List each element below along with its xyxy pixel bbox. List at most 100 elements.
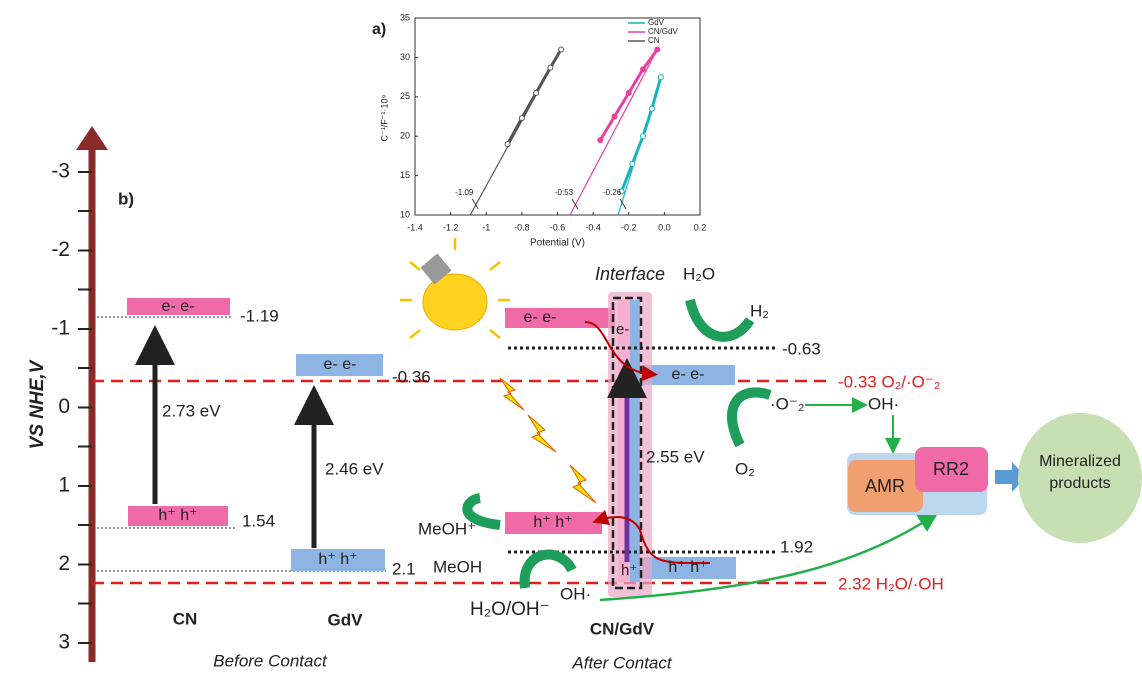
data-point [657,74,664,81]
diagram-text: e- e- [162,298,195,315]
band-box [505,512,602,534]
axis-tick-label: 0 [58,395,70,418]
band-box [128,506,228,526]
x-tick-label: 0.2 [694,222,707,232]
diagram-text: h⁺ h⁺ [158,507,197,524]
diagram-text: 2.1 [392,559,416,578]
diagram-text: Mineralized [1039,453,1121,470]
diagram-text: H₂O/OH⁻ [470,599,550,620]
diagram-text: H₂ [750,301,769,320]
fit-line [569,49,658,216]
diagram-text: RR2 [933,459,969,479]
data-point [648,105,655,112]
electron-transfer [584,321,658,382]
intercept-label: -0.53 [555,188,574,197]
diagram-text: -0.63 [782,339,821,358]
data-point [640,133,646,140]
diagram-text: Interface [595,264,665,284]
y-tick-label: 30 [400,52,410,62]
reaction-arrows [462,298,772,589]
intercept-label: -1.09 [455,188,474,197]
lightning [527,414,557,453]
diagram-text: products [1049,475,1110,492]
diagram-text: -0.36 [392,367,431,386]
data-point [654,46,661,53]
diagram-text: OH· [560,584,591,603]
axis-arrowhead [76,126,108,150]
y-tick-label: 20 [400,131,410,141]
diagram-text: CN/GdV [590,619,655,638]
flow-arrow [599,512,939,602]
data-point [611,113,618,120]
axis-tick-label: -1 [51,317,70,340]
legend-label: GdV [648,18,665,27]
data-point [547,64,554,71]
x-tick-label: -0.4 [585,222,601,232]
diagram-text: CN [173,609,198,628]
data-point [558,46,565,53]
band-box [127,298,230,315]
diagram-text: H₂O [683,264,715,283]
rr2-box [915,447,988,492]
amr-box [848,460,923,512]
hole-transfer [592,509,711,565]
y-tick-label: 25 [400,91,410,101]
interface-box [611,296,643,590]
data-point [533,89,540,96]
intercept-arrow [471,198,479,210]
panel-label: b) [118,189,134,208]
diagram-text: e- e- [524,309,557,326]
diagram-text: Before Contact [213,651,328,670]
diagram-text: 1.54 [242,511,275,530]
diagram-text: h⁺ h⁺ [318,551,357,568]
lightning [569,464,597,504]
y-axis-label: C⁻¹/F⁻¹·10⁹ [379,94,389,141]
axis-tick-label: 3 [58,631,70,654]
diagram-text: MeOH⁺ [418,519,476,538]
y-tick-label: 10 [400,209,410,219]
data-point [518,115,525,122]
x-tick-label: 0.0 [658,222,671,232]
diagram-text: 1.92 [780,537,813,556]
diagram-text: -1.19 [240,306,279,325]
legend-label: CN [648,36,660,45]
series-line [506,48,563,145]
lightning [499,377,525,411]
x-tick-label: -1.2 [443,222,459,232]
flow-arrow [995,462,1026,492]
intercept-arrow [619,198,627,210]
data-point [640,66,646,73]
diagram-text: 2.32 H₂O/·OH [838,574,944,593]
data-point [504,141,511,148]
diagram-text: ·O⁻₂ [770,394,804,413]
axis-tick-label: -3 [51,160,70,183]
diagram-text: h⁺ h⁺ [668,559,707,576]
band-box [296,354,383,376]
axis-tick-label: 2 [58,552,70,575]
axis-title: VS NHE,V [27,359,48,449]
diagram-text: e- e- [672,366,705,383]
diagram-text: 2.46 eV [325,459,384,478]
band-box [640,365,735,385]
legend-label: CN/GdV [648,27,678,36]
panel-label: a) [372,21,386,38]
x-tick-label: -0.6 [550,222,566,232]
x-axis-label: Potential (V) [530,238,585,249]
band-box [640,557,736,579]
diagram-text: 2.55 eV [646,447,705,466]
x-tick-label: -1 [482,222,490,232]
x-tick-label: -0.2 [621,222,637,232]
diagram-text: h⁺ [621,562,637,579]
diagram-text: After Contact [571,653,672,672]
axis-tick-label: -2 [51,238,70,261]
x-tick-label: -1.4 [407,222,423,232]
band-box [505,308,615,328]
y-tick-label: 15 [400,170,410,180]
diagram-text: e- e- [324,356,357,373]
data-point [597,137,604,144]
x-tick-label: -0.8 [514,222,530,232]
axis-tick-label: 1 [58,474,70,497]
band-box [291,549,385,571]
diagram-text: -0.33 O₂/·O⁻₂ [838,372,940,391]
